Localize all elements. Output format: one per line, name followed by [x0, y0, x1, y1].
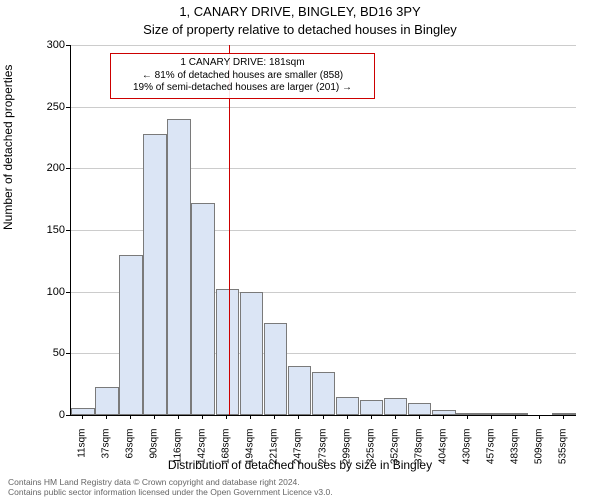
chart-subtitle: Size of property relative to detached ho… — [0, 22, 600, 37]
grid-line — [71, 107, 576, 108]
histogram-bar — [384, 398, 408, 415]
x-tick-mark — [395, 415, 396, 419]
histogram-bar — [119, 255, 143, 415]
histogram-bar — [552, 413, 576, 415]
annotation-line2: ← 81% of detached houses are smaller (85… — [116, 70, 369, 83]
histogram-bar — [71, 408, 95, 415]
x-tick-mark — [491, 415, 492, 419]
histogram-bar — [336, 397, 360, 416]
histogram-bar — [408, 403, 432, 415]
histogram-bar — [432, 410, 456, 415]
x-tick-mark — [563, 415, 564, 419]
footer-attribution: Contains HM Land Registry data © Crown c… — [8, 478, 333, 498]
y-tick-label: 300 — [35, 39, 65, 51]
histogram-bar — [480, 413, 504, 415]
histogram-bar — [167, 119, 191, 415]
x-tick-mark — [274, 415, 275, 419]
x-tick-mark — [250, 415, 251, 419]
x-tick-mark — [539, 415, 540, 419]
histogram-bar — [95, 387, 119, 415]
histogram-bar — [288, 366, 312, 415]
histogram-bar — [143, 134, 167, 415]
page-title: 1, CANARY DRIVE, BINGLEY, BD16 3PY — [0, 4, 600, 19]
histogram-bar — [264, 323, 288, 416]
x-axis-label: Distribution of detached houses by size … — [0, 458, 600, 472]
x-tick-mark — [371, 415, 372, 419]
x-tick-mark — [443, 415, 444, 419]
reference-line — [229, 45, 230, 415]
y-axis-label: Number of detached properties — [1, 65, 15, 230]
x-tick-mark — [178, 415, 179, 419]
histogram-bar — [312, 372, 336, 415]
annotation-box: 1 CANARY DRIVE: 181sqm ← 81% of detached… — [110, 53, 375, 99]
x-tick-mark — [82, 415, 83, 419]
x-tick-mark — [130, 415, 131, 419]
annotation-line3: 19% of semi-detached houses are larger (… — [116, 82, 369, 95]
histogram-bar — [191, 203, 215, 415]
chart-container: 1, CANARY DRIVE, BINGLEY, BD16 3PY Size … — [0, 0, 600, 500]
x-tick-mark — [467, 415, 468, 419]
y-tick-label: 150 — [35, 224, 65, 236]
y-tick-label: 100 — [35, 286, 65, 298]
plot-area — [70, 45, 576, 416]
x-tick-mark — [419, 415, 420, 419]
footer-line2: Contains public sector information licen… — [8, 488, 333, 498]
y-tick-label: 50 — [35, 347, 65, 359]
x-tick-mark — [323, 415, 324, 419]
y-tick-label: 0 — [35, 409, 65, 421]
x-tick-mark — [298, 415, 299, 419]
x-tick-mark — [202, 415, 203, 419]
histogram-bar — [360, 400, 384, 415]
x-tick-mark — [515, 415, 516, 419]
histogram-bar — [456, 413, 480, 415]
annotation-line1: 1 CANARY DRIVE: 181sqm — [116, 57, 369, 70]
y-tick-label: 250 — [35, 101, 65, 113]
y-tick-label: 200 — [35, 162, 65, 174]
histogram-bar — [216, 289, 240, 415]
histogram-bar — [504, 413, 528, 415]
x-tick-mark — [154, 415, 155, 419]
x-tick-mark — [347, 415, 348, 419]
histogram-bar — [240, 292, 264, 415]
x-tick-mark — [226, 415, 227, 419]
grid-line — [71, 45, 576, 46]
x-tick-mark — [106, 415, 107, 419]
